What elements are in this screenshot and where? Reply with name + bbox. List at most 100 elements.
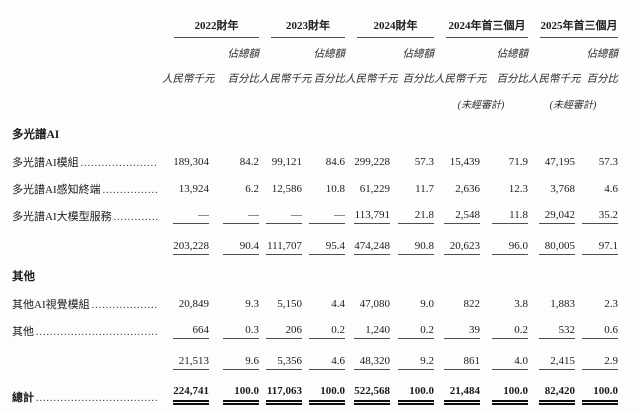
spacer-cell bbox=[12, 224, 162, 255]
value-cell: 113,791 bbox=[345, 197, 390, 224]
spacer-cell bbox=[12, 63, 162, 88]
value-cell: — bbox=[162, 197, 209, 224]
value-cell: 532 bbox=[528, 312, 575, 339]
total-cell: 21,484 bbox=[434, 370, 480, 405]
value-cell: 99,121 bbox=[271, 156, 302, 168]
value-cell: 1,240 bbox=[345, 312, 390, 339]
spacer-cell bbox=[528, 38, 575, 63]
dot-leader bbox=[103, 184, 158, 196]
row-label: 多光譜AI模組 bbox=[12, 154, 162, 170]
unaudited-note: (未經審計) bbox=[457, 100, 505, 111]
table-row: 其他AI視覺模組 20,849 9.3 5,150 4.4 47,080 9.0 822 3.8… bbox=[12, 285, 618, 312]
value-cell: 11.7 bbox=[415, 183, 434, 195]
value-cell: 9.0 bbox=[420, 298, 434, 310]
value-cell: 3.8 bbox=[514, 298, 528, 310]
amount-header: 人民幣千元 bbox=[162, 74, 215, 85]
percent-header: 百分比 bbox=[496, 74, 529, 85]
total-cell: 100.0 bbox=[302, 370, 345, 405]
period-label: 2024財年 bbox=[373, 20, 418, 32]
value-cell: 0.2 bbox=[302, 312, 345, 339]
period-header-cell: 2023財年 bbox=[259, 12, 345, 38]
value-cell: — bbox=[259, 197, 302, 224]
value-cell: 0.3 bbox=[209, 312, 259, 339]
value-cell: 35.2 bbox=[575, 197, 618, 224]
subtotal-cell: 97.1 bbox=[575, 224, 618, 255]
row-label: 其他 bbox=[12, 323, 162, 339]
table-head: 2022財年 2023財年 2024財年 2024年首三個月 2025年首三個月 佔總額佔… bbox=[12, 12, 618, 113]
subtotal-cell: 20,623 bbox=[434, 224, 480, 255]
value-cell: 5,150 bbox=[277, 298, 302, 310]
period-group-rule: 2024年首三個月 bbox=[446, 17, 528, 38]
value-cell: 822 bbox=[463, 298, 481, 310]
row-label: 多光譜AI感知終端 bbox=[12, 181, 162, 197]
total-label-cell: 總計 bbox=[12, 370, 162, 405]
row-label-cell: 多光譜AI大模型服務 bbox=[12, 197, 162, 224]
total-label: 總計 bbox=[12, 389, 162, 405]
value-cell: 11.8 bbox=[480, 197, 528, 224]
percent-header: 百分比 bbox=[313, 74, 346, 85]
total-cell: 100.0 bbox=[390, 370, 434, 405]
spacer-cell bbox=[345, 38, 390, 63]
table-row: 其他 bbox=[12, 255, 618, 285]
row-label-cell: 多光譜AI感知終端 bbox=[12, 170, 162, 197]
period-header-cell: 2025年首三個月 bbox=[528, 12, 618, 38]
subtotal-cell: 21,513 bbox=[162, 339, 209, 370]
percent-header: 百分比 bbox=[586, 74, 619, 85]
value-cell: 2,636 bbox=[455, 183, 480, 195]
table-row: 人民幣千元 百分比 人民幣千元 百分比 人民幣千元 百分比 人民幣千元 百分比 人民幣千元 百分比 bbox=[12, 63, 618, 88]
value-cell: 189,304 bbox=[173, 156, 209, 168]
subtotal-cell: 9.2 bbox=[390, 339, 434, 370]
value-cell: 61,229 bbox=[359, 183, 390, 195]
period-label: 2023財年 bbox=[286, 20, 330, 32]
period-group-rule: 2025年首三個月 bbox=[540, 17, 618, 38]
table-body: 多光譜AI 多光譜AI模組 189,304 84.2 99,121 84.6 299,228… bbox=[12, 113, 618, 405]
value-cell: 1,883 bbox=[550, 298, 575, 310]
table-row: 21,513 9.6 5,356 4.6 48,320 9.2 861 4.0 2,415 2.9 bbox=[12, 339, 618, 370]
table-row: 多光譜AI感知終端 13,924 6.2 12,586 10.8 61,229 11.7 2,… bbox=[12, 170, 618, 197]
share-of-total-header: 佔總額 bbox=[313, 49, 346, 60]
total-cell: 100.0 bbox=[209, 370, 259, 405]
dot-leader bbox=[36, 392, 158, 404]
total-cell: 100.0 bbox=[575, 370, 618, 405]
value-cell: 299,228 bbox=[354, 156, 390, 168]
value-cell: 47,195 bbox=[544, 156, 575, 168]
value-cell: 57.3 bbox=[598, 156, 618, 168]
value-cell: 2.3 bbox=[604, 298, 618, 310]
dot-leader bbox=[81, 157, 158, 169]
spacer-cell bbox=[12, 38, 162, 63]
revenue-breakdown-table: 2022財年 2023財年 2024財年 2024年首三個月 2025年首三個月 佔總額佔… bbox=[12, 12, 618, 405]
amount-header: 人民幣千元 bbox=[345, 74, 398, 85]
period-label: 2022財年 bbox=[194, 20, 239, 32]
spacer-cell bbox=[12, 339, 162, 370]
subtotal-cell: 90.4 bbox=[209, 224, 259, 255]
subtotal-cell: 474,248 bbox=[345, 224, 390, 255]
subtotal-cell: 80,005 bbox=[528, 224, 575, 255]
value-cell: 664 bbox=[162, 312, 209, 339]
value-cell: — bbox=[302, 197, 345, 224]
period-group-rule: 2022財年 bbox=[174, 17, 259, 38]
value-cell: 84.2 bbox=[239, 156, 259, 168]
unaudited-note: (未經審計) bbox=[549, 100, 597, 111]
period-label: 2025年首三個月 bbox=[540, 20, 618, 32]
value-cell: 29,042 bbox=[528, 197, 575, 224]
row-label: 其他AI視覺模組 bbox=[12, 296, 162, 312]
table-row: 總計224,741100.0117,063100.0522,568100.021… bbox=[12, 370, 618, 405]
value-cell: 206 bbox=[259, 312, 302, 339]
table-row: 多光譜AI大模型服務————113,79121.82,54811.829,042… bbox=[12, 197, 618, 224]
total-cell: 117,063 bbox=[259, 370, 302, 405]
subtotal-cell: 4.6 bbox=[302, 339, 345, 370]
value-cell: 6.2 bbox=[245, 183, 259, 195]
spacer-cell bbox=[162, 88, 259, 113]
table-row: (未經審計) (未經審計) bbox=[12, 88, 618, 113]
spacer-cell bbox=[162, 38, 209, 63]
value-cell: 20,849 bbox=[178, 298, 209, 310]
spacer-cell bbox=[259, 88, 345, 113]
value-cell: 39 bbox=[434, 312, 480, 339]
subtotal-cell: 4.0 bbox=[480, 339, 528, 370]
amount-header: 人民幣千元 bbox=[528, 74, 581, 85]
subtotal-cell: 95.4 bbox=[302, 224, 345, 255]
period-header-cell: 2022財年 bbox=[162, 12, 259, 38]
percent-header: 百分比 bbox=[227, 74, 260, 85]
subtotal-cell: 48,320 bbox=[345, 339, 390, 370]
